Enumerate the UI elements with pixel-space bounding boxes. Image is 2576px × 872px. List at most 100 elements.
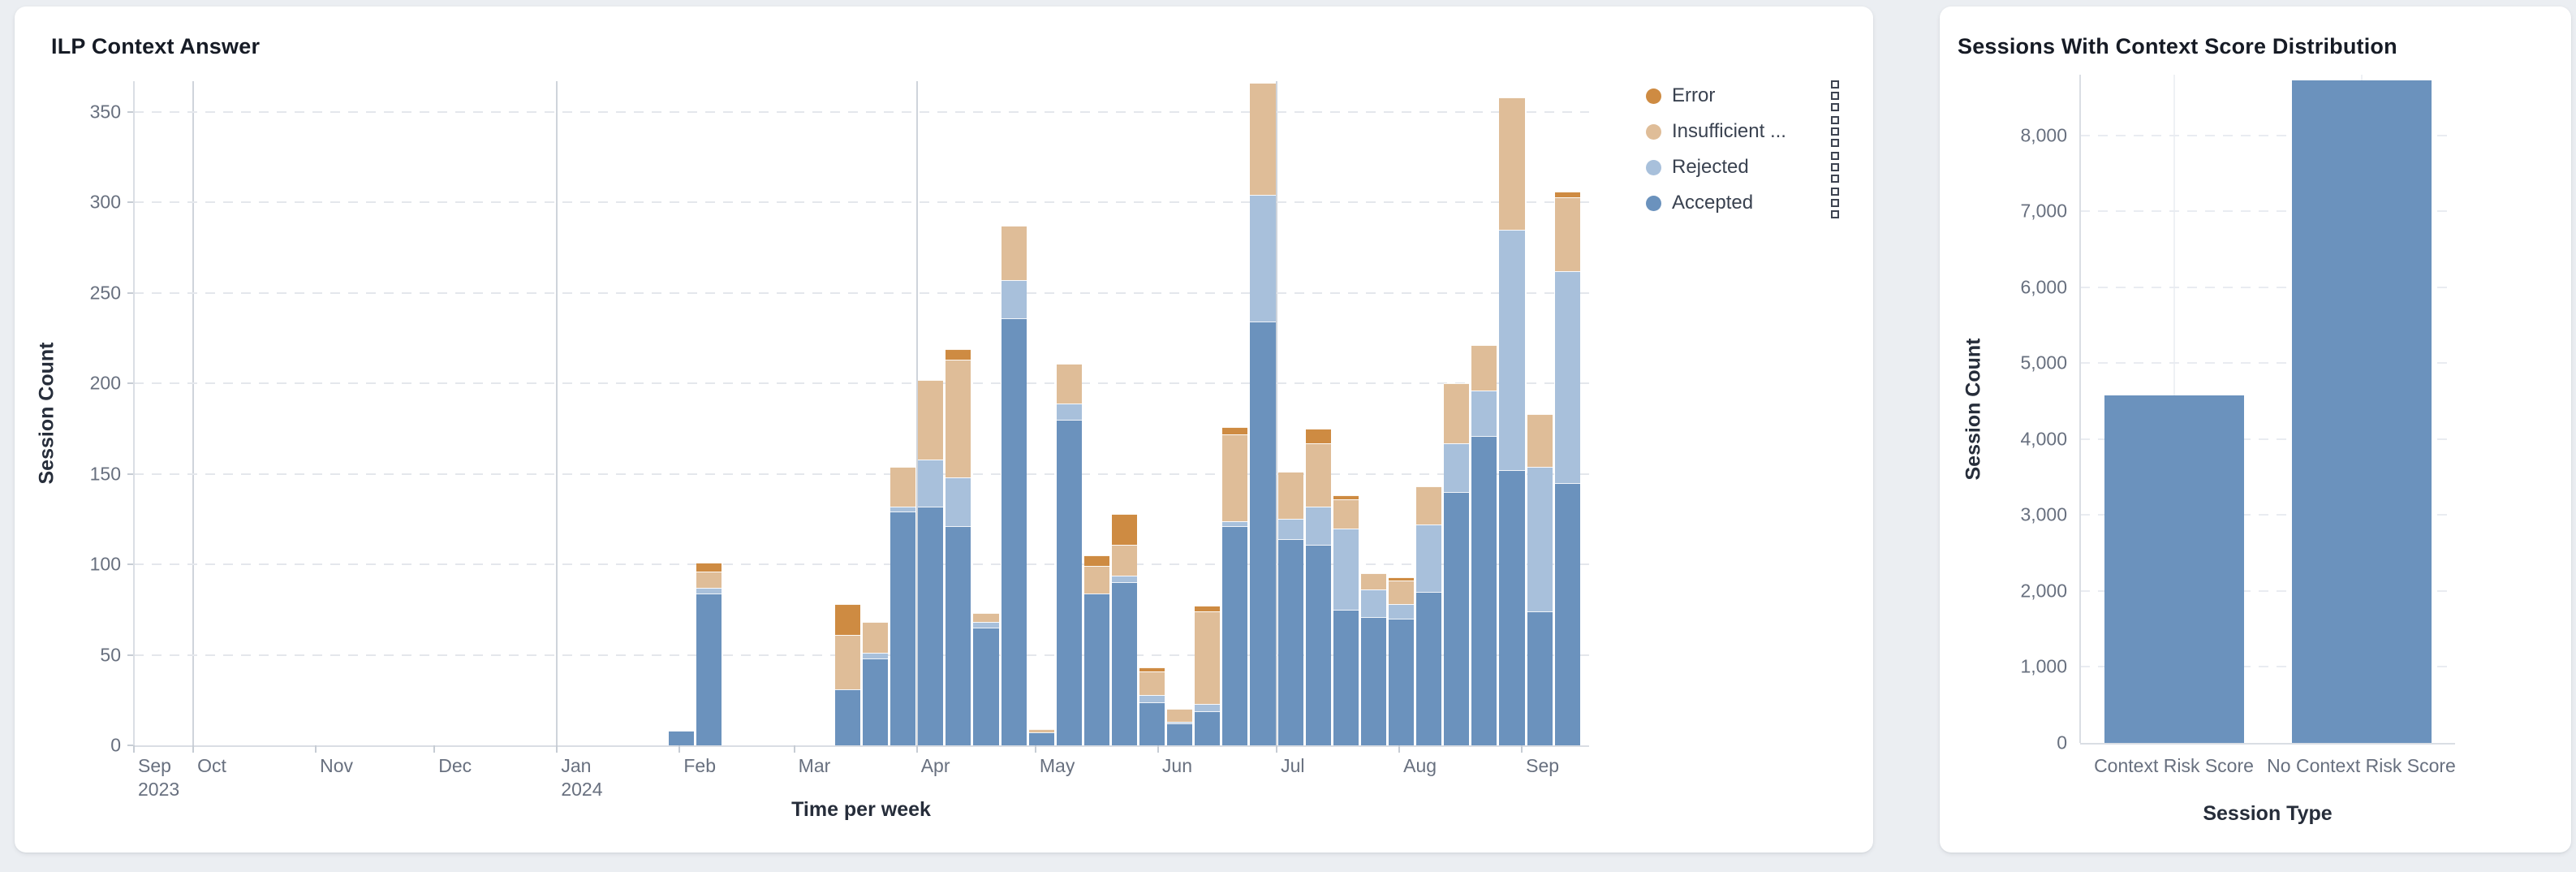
x-tick-label: May [1039, 755, 1075, 776]
accepted-segment [1416, 591, 1442, 745]
accepted-segment [696, 593, 722, 745]
y-tick-mark [127, 745, 134, 746]
stacked-bar-week[interactable] [696, 562, 722, 745]
drag-handle-icon[interactable] [1831, 188, 1839, 218]
x-tick-label: Jul [1281, 755, 1305, 776]
gridline [2080, 589, 2455, 592]
session-type-bar-chart[interactable]: 0 1,000 2,000 3,000 4,000 5,000 6,000 7,000 8,00… [2020, 75, 2456, 776]
gridline [134, 563, 1589, 566]
insufficient-segment [1499, 97, 1525, 230]
x-tick-label: Nov [320, 755, 354, 776]
stacked-bar-week[interactable] [1111, 513, 1138, 745]
insufficient-segment [1360, 573, 1386, 590]
insufficient-segment [1250, 83, 1276, 196]
y-tick-label: 4,000 [2020, 428, 2067, 450]
stacked-bar-week[interactable] [1056, 363, 1082, 745]
insufficient-segment [1056, 363, 1082, 404]
stacked-bar-week[interactable] [1305, 428, 1331, 745]
accepted-segment [834, 689, 860, 745]
accepted-segment [918, 506, 944, 745]
bar-context-risk-score[interactable] [2104, 395, 2244, 743]
gridline [2080, 134, 2455, 136]
legend-item-accepted[interactable]: Accepted [1646, 185, 1841, 221]
error-segment [1305, 428, 1331, 443]
stacked-bar-week[interactable] [669, 731, 695, 745]
stacked-bar-week[interactable] [946, 348, 971, 745]
gridline [2080, 514, 2455, 516]
stacked-bar-week[interactable] [1471, 345, 1497, 745]
stacked-bar-week[interactable] [1444, 383, 1470, 745]
drag-handle-icon[interactable] [1831, 152, 1839, 183]
insufficient-segment [1139, 671, 1165, 695]
rejected-segment [863, 653, 889, 659]
x-category-label: Context Risk Score [2094, 755, 2254, 776]
x-tick-mark [793, 745, 795, 753]
error-segment [1083, 555, 1109, 567]
accepted-segment [946, 526, 971, 745]
y-tick-mark [127, 563, 134, 566]
rejected-segment [1277, 519, 1303, 539]
error-segment [1554, 192, 1580, 197]
legend-label: Insufficient ... [1672, 120, 1786, 142]
stacked-bar-week[interactable] [1083, 555, 1109, 745]
stacked-bar-week[interactable] [1222, 426, 1248, 745]
stacked-bar-week[interactable] [1389, 576, 1415, 745]
stacked-bar-week[interactable] [1416, 486, 1442, 745]
insufficient-segment [890, 466, 916, 507]
legend-label: Accepted [1672, 192, 1754, 214]
y-tick-label: 100 [89, 553, 121, 575]
stacked-bar-week[interactable] [1001, 226, 1027, 745]
legend-label: Error [1672, 84, 1716, 106]
stacked-bar-week[interactable] [1499, 97, 1525, 745]
stacked-bar-week[interactable] [1139, 667, 1165, 745]
stacked-bar-week[interactable] [1028, 728, 1054, 745]
stacked-bar-week[interactable] [918, 379, 944, 745]
accepted-segment [890, 512, 916, 745]
y-tick-label: 250 [89, 282, 121, 304]
legend-item-insufficient[interactable]: Insufficient ... [1646, 114, 1841, 149]
stacked-bar-week[interactable] [1360, 573, 1386, 745]
x-tick-label: Jun [1161, 755, 1192, 776]
drag-handle-icon[interactable] [1831, 116, 1839, 147]
rejected-segment [1250, 195, 1276, 322]
stacked-bar-week[interactable] [1333, 495, 1359, 745]
y-tick-label: 0 [2057, 732, 2067, 753]
stacked-bar-week[interactable] [1250, 83, 1276, 745]
quarter-gridline [915, 81, 918, 745]
accepted-segment [1471, 435, 1497, 745]
drag-handle-icon[interactable] [1831, 80, 1839, 111]
stacked-bar-week[interactable] [890, 466, 916, 745]
quarter-gridline [192, 81, 195, 745]
stacked-bar-week[interactable] [1195, 606, 1221, 745]
x-tick-label: Dec [438, 755, 472, 776]
accepted-swatch-icon [1646, 195, 1661, 211]
insufficient-segment [1444, 383, 1470, 443]
x-tick-label: Sep [138, 755, 171, 776]
accepted-segment [669, 731, 695, 745]
stacked-bar-week[interactable] [973, 613, 999, 745]
ilp-stacked-bar-chart[interactable]: 0 50 100 150 200 250 300 350 Sep 2023 Oct Nov Dec Jan… [90, 81, 1589, 800]
insufficient-segment [1111, 544, 1138, 576]
x-tick-mark [1521, 745, 1523, 753]
insufficient-segment [1028, 728, 1054, 733]
bar-no-context-risk-score[interactable] [2291, 80, 2432, 743]
legend-item-error[interactable]: Error [1646, 78, 1841, 114]
stacked-bar-week[interactable] [1554, 192, 1580, 745]
y-axis-title: Session Count [1962, 338, 1985, 481]
legend-item-rejected[interactable]: Rejected [1646, 149, 1841, 185]
x-tick-label: Oct [197, 755, 226, 776]
y-tick-label: 50 [100, 644, 121, 666]
stacked-bar-week[interactable] [834, 604, 860, 745]
y-tick-label: 6,000 [2020, 276, 2067, 298]
gridline [134, 201, 1589, 204]
stacked-bar-week[interactable] [1277, 472, 1303, 745]
stacked-bar-week[interactable] [1167, 709, 1193, 745]
stacked-bar-week[interactable] [1527, 414, 1553, 745]
accepted-segment [1139, 701, 1165, 745]
rejected-segment [1222, 520, 1248, 527]
rejected-segment [1001, 280, 1027, 318]
y-tick-mark [127, 382, 134, 385]
insufficient-segment [918, 379, 944, 460]
y-tick-label: 2,000 [2020, 580, 2067, 602]
stacked-bar-week[interactable] [863, 622, 889, 745]
